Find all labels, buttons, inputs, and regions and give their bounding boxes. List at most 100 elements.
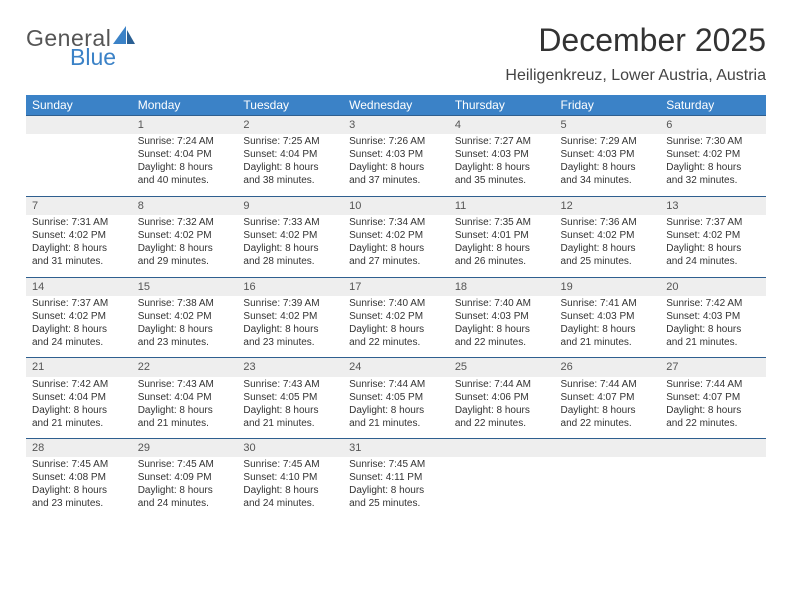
sunset-text: Sunset: 4:07 PM (666, 391, 760, 404)
d2-text: and 23 minutes. (138, 336, 232, 349)
d1-text: Daylight: 8 hours (138, 323, 232, 336)
d2-text: and 22 minutes. (349, 336, 443, 349)
sunrise-text: Sunrise: 7:44 AM (455, 378, 549, 391)
day-cell (555, 457, 661, 519)
d1-text: Daylight: 8 hours (455, 161, 549, 174)
day-cell: Sunrise: 7:45 AMSunset: 4:08 PMDaylight:… (26, 457, 132, 519)
sunrise-text: Sunrise: 7:29 AM (561, 135, 655, 148)
sunrise-text: Sunrise: 7:45 AM (349, 458, 443, 471)
d1-text: Daylight: 8 hours (32, 242, 126, 255)
sunset-text: Sunset: 4:06 PM (455, 391, 549, 404)
d2-text: and 24 minutes. (138, 497, 232, 510)
detail-row: Sunrise: 7:45 AM Sunset: 4:08 PM Daylight:… (26, 457, 766, 519)
d2-text: and 22 minutes. (561, 417, 655, 430)
sunrise-text: Sunrise: 7:44 AM (349, 378, 443, 391)
detail-row: Sunrise: 7:37 AM Sunset: 4:02 PM Daylight:… (26, 296, 766, 358)
d2-text: and 31 minutes. (32, 255, 126, 268)
col-sat: Saturday (660, 95, 766, 116)
day-number: 19 (555, 277, 661, 296)
sunset-text: Sunset: 4:04 PM (32, 391, 126, 404)
day-cell: Sunrise: 7:39 AMSunset: 4:02 PMDaylight:… (237, 296, 343, 358)
sunrise-text: Sunrise: 7:44 AM (561, 378, 655, 391)
day-cell: Sunrise: 7:45 AMSunset: 4:11 PMDaylight:… (343, 457, 449, 519)
header-row: Sunday Monday Tuesday Wednesday Thursday… (26, 95, 766, 116)
sunset-text: Sunset: 4:08 PM (32, 471, 126, 484)
day-cell: Sunrise: 7:40 AMSunset: 4:02 PMDaylight:… (343, 296, 449, 358)
day-number: 28 (26, 439, 132, 458)
day-number: 4 (449, 116, 555, 135)
col-tue: Tuesday (237, 95, 343, 116)
day-cell: Sunrise: 7:33 AMSunset: 4:02 PMDaylight:… (237, 215, 343, 277)
day-number: 1 (132, 116, 238, 135)
sunset-text: Sunset: 4:02 PM (349, 310, 443, 323)
d2-text: and 23 minutes. (243, 336, 337, 349)
header: General Blue December 2025 Heiligenkreuz… (26, 22, 766, 85)
sunset-text: Sunset: 4:07 PM (561, 391, 655, 404)
sunrise-text: Sunrise: 7:41 AM (561, 297, 655, 310)
sunrise-text: Sunrise: 7:37 AM (666, 216, 760, 229)
sunrise-text: Sunrise: 7:36 AM (561, 216, 655, 229)
d1-text: Daylight: 8 hours (349, 242, 443, 255)
d1-text: Daylight: 8 hours (32, 404, 126, 417)
day-cell: Sunrise: 7:45 AMSunset: 4:09 PMDaylight:… (132, 457, 238, 519)
day-cell: Sunrise: 7:27 AMSunset: 4:03 PMDaylight:… (449, 134, 555, 196)
d1-text: Daylight: 8 hours (138, 484, 232, 497)
col-fri: Friday (555, 95, 661, 116)
d2-text: and 32 minutes. (666, 174, 760, 187)
d1-text: Daylight: 8 hours (138, 161, 232, 174)
d1-text: Daylight: 8 hours (243, 161, 337, 174)
day-cell: Sunrise: 7:44 AMSunset: 4:05 PMDaylight:… (343, 377, 449, 439)
day-cell: Sunrise: 7:37 AMSunset: 4:02 PMDaylight:… (26, 296, 132, 358)
day-cell: Sunrise: 7:34 AMSunset: 4:02 PMDaylight:… (343, 215, 449, 277)
d2-text: and 24 minutes. (32, 336, 126, 349)
sunset-text: Sunset: 4:02 PM (666, 229, 760, 242)
day-number: 8 (132, 196, 238, 215)
sunset-text: Sunset: 4:11 PM (349, 471, 443, 484)
daynum-row: 28293031 (26, 439, 766, 458)
sunset-text: Sunset: 4:03 PM (349, 148, 443, 161)
day-number: 17 (343, 277, 449, 296)
day-number: 13 (660, 196, 766, 215)
day-cell: Sunrise: 7:40 AMSunset: 4:03 PMDaylight:… (449, 296, 555, 358)
d1-text: Daylight: 8 hours (666, 242, 760, 255)
d1-text: Daylight: 8 hours (666, 323, 760, 336)
day-number: 3 (343, 116, 449, 135)
sunrise-text: Sunrise: 7:34 AM (349, 216, 443, 229)
day-number: 5 (555, 116, 661, 135)
sunset-text: Sunset: 4:04 PM (138, 148, 232, 161)
sunset-text: Sunset: 4:01 PM (455, 229, 549, 242)
sunset-text: Sunset: 4:03 PM (666, 310, 760, 323)
d2-text: and 27 minutes. (349, 255, 443, 268)
day-number (26, 116, 132, 135)
day-number: 27 (660, 358, 766, 377)
d2-text: and 21 minutes. (666, 336, 760, 349)
sunrise-text: Sunrise: 7:39 AM (243, 297, 337, 310)
day-cell: Sunrise: 7:24 AMSunset: 4:04 PMDaylight:… (132, 134, 238, 196)
detail-row: Sunrise: 7:31 AMSunset: 4:02 PMDaylight:… (26, 215, 766, 277)
sunrise-text: Sunrise: 7:37 AM (32, 297, 126, 310)
d2-text: and 34 minutes. (561, 174, 655, 187)
day-cell: Sunrise: 7:42 AMSunset: 4:04 PMDaylight:… (26, 377, 132, 439)
day-number (449, 439, 555, 458)
day-cell: Sunrise: 7:31 AMSunset: 4:02 PMDaylight:… (26, 215, 132, 277)
sunset-text: Sunset: 4:03 PM (455, 310, 549, 323)
day-number: 12 (555, 196, 661, 215)
day-cell: Sunrise: 7:41 AMSunset: 4:03 PMDaylight:… (555, 296, 661, 358)
sunset-text: Sunset: 4:02 PM (138, 229, 232, 242)
sunset-text: Sunset: 4:04 PM (243, 148, 337, 161)
day-number: 20 (660, 277, 766, 296)
sunrise-text: Sunrise: 7:43 AM (138, 378, 232, 391)
d2-text: and 25 minutes. (561, 255, 655, 268)
day-cell: Sunrise: 7:26 AMSunset: 4:03 PMDaylight:… (343, 134, 449, 196)
d1-text: Daylight: 8 hours (561, 161, 655, 174)
day-number: 16 (237, 277, 343, 296)
d1-text: Daylight: 8 hours (561, 242, 655, 255)
sunset-text: Sunset: 4:04 PM (138, 391, 232, 404)
day-cell (26, 134, 132, 196)
day-cell (449, 457, 555, 519)
d1-text: Daylight: 8 hours (349, 404, 443, 417)
sunrise-text: Sunrise: 7:40 AM (455, 297, 549, 310)
col-wed: Wednesday (343, 95, 449, 116)
d1-text: Daylight: 8 hours (243, 242, 337, 255)
sunrise-text: Sunrise: 7:32 AM (138, 216, 232, 229)
